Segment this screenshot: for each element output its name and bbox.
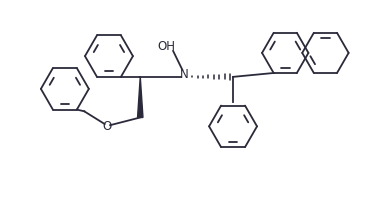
Text: N: N xyxy=(180,68,189,81)
Text: OH: OH xyxy=(158,40,175,53)
Polygon shape xyxy=(138,77,143,118)
Text: O: O xyxy=(103,120,112,133)
